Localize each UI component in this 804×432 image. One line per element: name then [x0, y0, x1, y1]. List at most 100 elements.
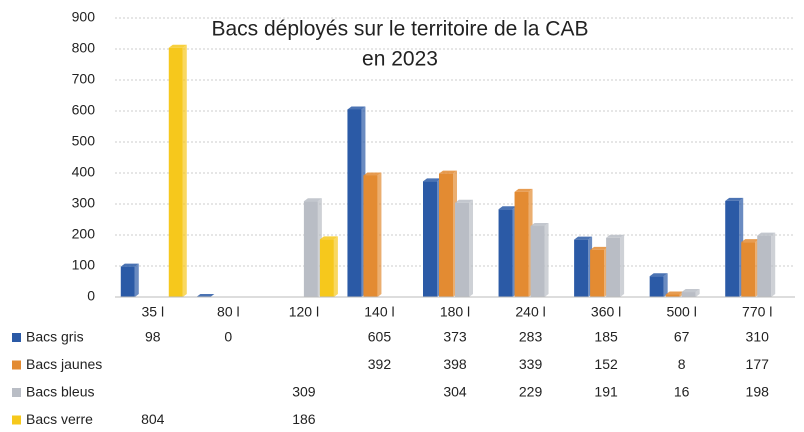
legend-swatch	[12, 388, 21, 397]
bar-top	[347, 106, 366, 110]
bar	[590, 249, 605, 297]
bar	[649, 276, 664, 297]
y-tick-label: 600	[72, 102, 96, 118]
bar-top	[423, 178, 441, 182]
legend-label: Bacs bleus	[26, 384, 94, 400]
x-tick-label: 35 l	[141, 304, 164, 320]
table-value: 304	[443, 384, 467, 400]
bar	[574, 239, 589, 297]
bar	[303, 201, 318, 297]
bar-top	[498, 206, 517, 210]
bar-top	[196, 294, 215, 297]
bar-top	[606, 234, 625, 238]
y-tick-label: 700	[72, 71, 96, 87]
bar-top	[168, 44, 187, 48]
bar	[363, 175, 378, 297]
y-tick-label: 200	[72, 226, 96, 242]
bar-side	[469, 199, 473, 297]
x-tick-label: 240 l	[515, 304, 545, 320]
bar	[439, 173, 453, 297]
bar-top	[590, 246, 609, 250]
x-tick-label: 770 l	[742, 304, 772, 320]
bar	[455, 202, 469, 297]
table-value: 804	[141, 411, 165, 427]
table-value: 67	[674, 329, 690, 345]
table-value: 309	[292, 384, 316, 400]
table-value: 392	[368, 356, 392, 372]
bar	[530, 226, 545, 297]
table-value: 186	[292, 411, 316, 427]
y-tick-label: 0	[87, 288, 95, 304]
table-value: 605	[368, 329, 392, 345]
x-tick-label: 120 l	[289, 304, 319, 320]
bar-top	[725, 197, 744, 201]
chart-title: en 2023	[362, 48, 438, 71]
table-value: 98	[145, 329, 161, 345]
table-value: 191	[594, 384, 618, 400]
table-value: 373	[443, 329, 467, 345]
bar	[120, 266, 135, 297]
bar-top	[363, 172, 382, 176]
bar-side	[771, 232, 776, 297]
table-value: 185	[594, 329, 618, 345]
legend-swatch	[12, 360, 21, 370]
bar	[725, 200, 740, 297]
x-tick-label: 180 l	[440, 304, 470, 320]
bar-top	[530, 223, 549, 227]
bar-side	[620, 234, 625, 297]
bar	[347, 109, 362, 297]
legend-label: Bacs gris	[26, 329, 84, 345]
chart-title: Bacs déployés sur le territoire de la CA…	[211, 18, 588, 41]
bar	[606, 237, 621, 297]
bar-top	[120, 263, 139, 267]
y-tick-label: 400	[72, 164, 96, 180]
legend-swatch	[12, 333, 21, 342]
x-tick-label: 500 l	[666, 304, 696, 320]
table-value: 398	[443, 356, 467, 372]
bar	[757, 235, 772, 297]
bar-top	[757, 232, 776, 236]
bar-top	[455, 199, 473, 203]
bar-top	[649, 273, 668, 277]
bar-top	[741, 239, 760, 243]
y-tick-label: 500	[72, 133, 96, 149]
bar-top	[574, 236, 593, 240]
bar-side	[182, 44, 187, 298]
bar-side	[134, 263, 139, 297]
bar-side	[695, 289, 700, 297]
bar	[741, 242, 756, 297]
table-value: 283	[519, 329, 543, 345]
bar-top	[303, 198, 322, 202]
bar	[498, 209, 513, 297]
table-value: 177	[746, 356, 770, 372]
bar	[681, 292, 696, 297]
bar	[319, 239, 334, 297]
bar-top	[665, 291, 684, 295]
x-tick-label: 80 l	[217, 304, 240, 320]
legend-label: Bacs jaunes	[26, 356, 102, 372]
bar	[168, 47, 183, 298]
bar-side	[377, 172, 382, 297]
y-tick-label: 100	[72, 257, 96, 273]
table-value: 229	[519, 384, 543, 400]
x-tick-label: 360 l	[591, 304, 621, 320]
table-value: 152	[594, 356, 618, 372]
y-tick-label: 900	[72, 9, 96, 25]
table-value: 16	[674, 384, 690, 400]
table-value: 310	[746, 329, 770, 345]
y-tick-label: 300	[72, 195, 96, 211]
bar-top	[514, 188, 533, 192]
table-value: 0	[224, 329, 232, 345]
y-tick-label: 800	[72, 40, 96, 56]
bar-side	[663, 273, 668, 297]
bar-top	[681, 289, 700, 293]
bar-top	[319, 236, 338, 240]
table-value: 198	[746, 384, 770, 400]
bar-side	[333, 236, 338, 297]
bar	[514, 191, 529, 297]
bar	[665, 294, 680, 297]
x-tick-label: 140 l	[364, 304, 394, 320]
bar	[423, 181, 437, 297]
bar-top	[439, 170, 457, 174]
